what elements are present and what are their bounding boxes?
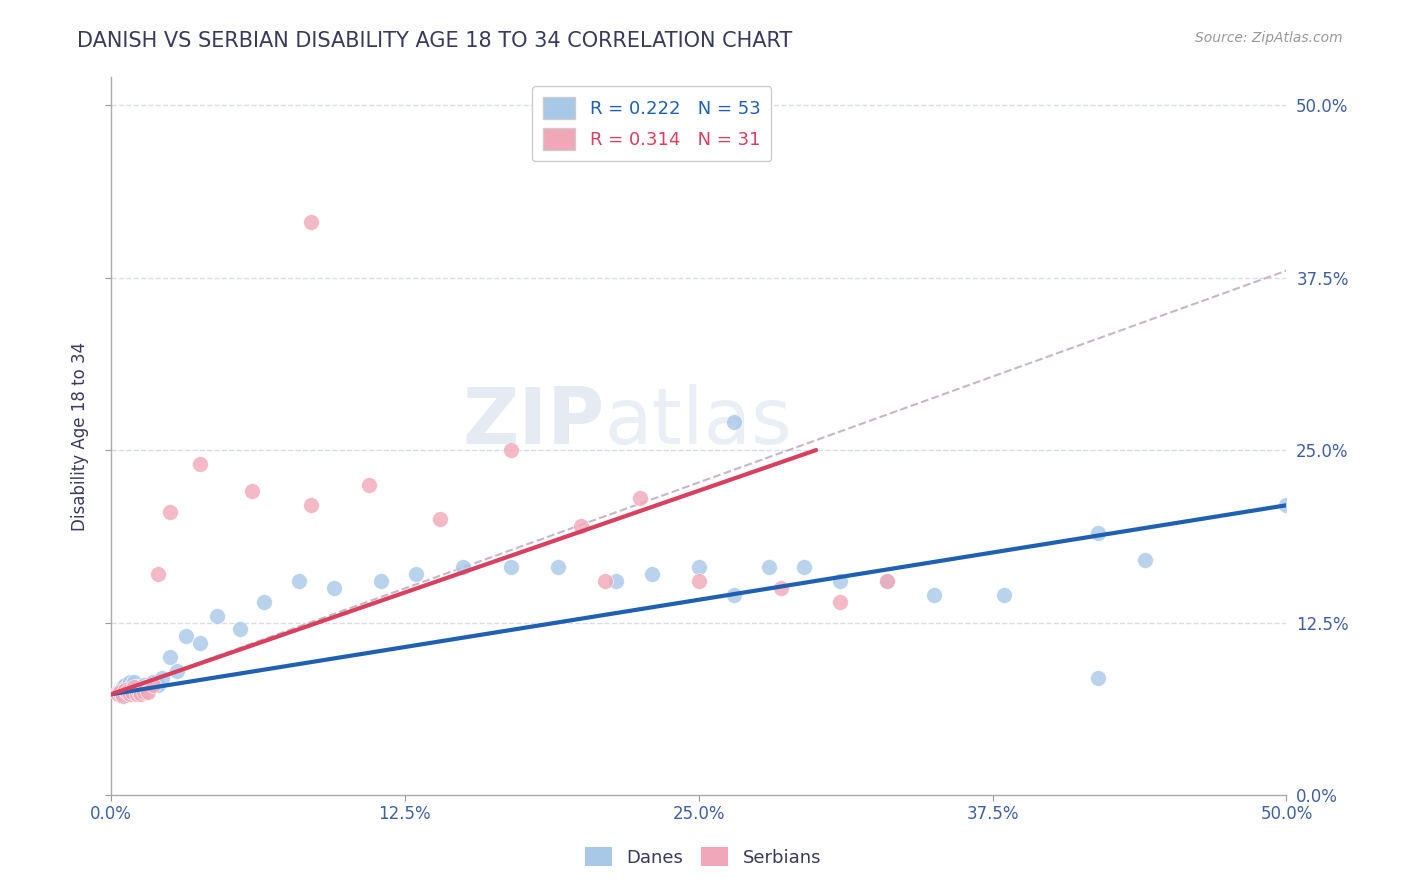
Point [828, 595, 851, 609]
Legend: Danes, Serbians: Danes, Serbians [578, 840, 828, 874]
Point [993, 588, 1015, 602]
Point [115, 684, 138, 698]
Point [688, 560, 710, 574]
Point [132, 678, 155, 692]
Point [723, 588, 745, 602]
Point [288, 574, 311, 589]
Point [115, 687, 138, 701]
Point [499, 443, 522, 458]
Point [793, 560, 815, 574]
Point [114, 678, 136, 692]
Point [405, 567, 427, 582]
Point [688, 574, 710, 589]
Point [499, 560, 522, 574]
Point [429, 512, 451, 526]
Point [124, 681, 146, 695]
Point [135, 681, 157, 695]
Point [299, 498, 322, 512]
Point [174, 629, 197, 643]
Point [114, 683, 136, 698]
Point [107, 684, 129, 698]
Point [138, 684, 160, 698]
Point [128, 684, 150, 698]
Point [111, 687, 134, 701]
Point [125, 681, 148, 695]
Point [115, 681, 138, 695]
Point [121, 684, 143, 698]
Point [628, 491, 651, 506]
Point [159, 505, 181, 519]
Point [159, 650, 181, 665]
Legend: R = 0.222   N = 53, R = 0.314   N = 31: R = 0.222 N = 53, R = 0.314 N = 31 [531, 87, 772, 161]
Point [146, 678, 169, 692]
Y-axis label: Disability Age 18 to 34: Disability Age 18 to 34 [72, 342, 89, 531]
Point [142, 678, 165, 692]
Point [453, 560, 475, 574]
Point [114, 684, 136, 698]
Point [359, 477, 381, 491]
Point [146, 567, 169, 582]
Point [111, 689, 134, 703]
Point [118, 686, 141, 700]
Point [121, 678, 143, 692]
Point [1087, 525, 1109, 540]
Point [131, 681, 153, 695]
Point [166, 664, 188, 678]
Point [139, 678, 162, 692]
Text: ZIP: ZIP [463, 384, 605, 460]
Point [876, 574, 898, 589]
Point [107, 687, 129, 701]
Point [118, 674, 141, 689]
Point [142, 674, 165, 689]
Point [547, 560, 569, 574]
Point [828, 574, 851, 589]
Point [188, 636, 211, 650]
Point [121, 684, 143, 698]
Point [640, 567, 662, 582]
Point [124, 687, 146, 701]
Point [299, 215, 322, 229]
Point [152, 671, 174, 685]
Point [131, 687, 153, 701]
Point [1275, 498, 1298, 512]
Point [769, 581, 792, 595]
Point [593, 574, 616, 589]
Point [252, 595, 274, 609]
Point [569, 519, 592, 533]
Point [229, 623, 252, 637]
Point [240, 484, 263, 499]
Point [135, 684, 157, 698]
Text: Source: ZipAtlas.com: Source: ZipAtlas.com [1195, 31, 1343, 45]
Point [605, 574, 627, 589]
Point [1135, 553, 1157, 567]
Point [108, 684, 131, 698]
Text: atlas: atlas [605, 384, 792, 460]
Point [922, 588, 945, 602]
Point [1087, 671, 1109, 685]
Point [124, 674, 146, 689]
Point [138, 681, 160, 695]
Point [758, 560, 780, 574]
Point [205, 608, 228, 623]
Point [118, 687, 141, 701]
Point [323, 581, 346, 595]
Point [876, 574, 898, 589]
Point [723, 416, 745, 430]
Point [370, 574, 392, 589]
Point [111, 681, 134, 695]
Point [125, 687, 148, 701]
Point [132, 684, 155, 698]
Text: DANISH VS SERBIAN DISABILITY AGE 18 TO 34 CORRELATION CHART: DANISH VS SERBIAN DISABILITY AGE 18 TO 3… [77, 31, 793, 51]
Point [108, 684, 131, 698]
Point [128, 684, 150, 698]
Point [188, 457, 211, 471]
